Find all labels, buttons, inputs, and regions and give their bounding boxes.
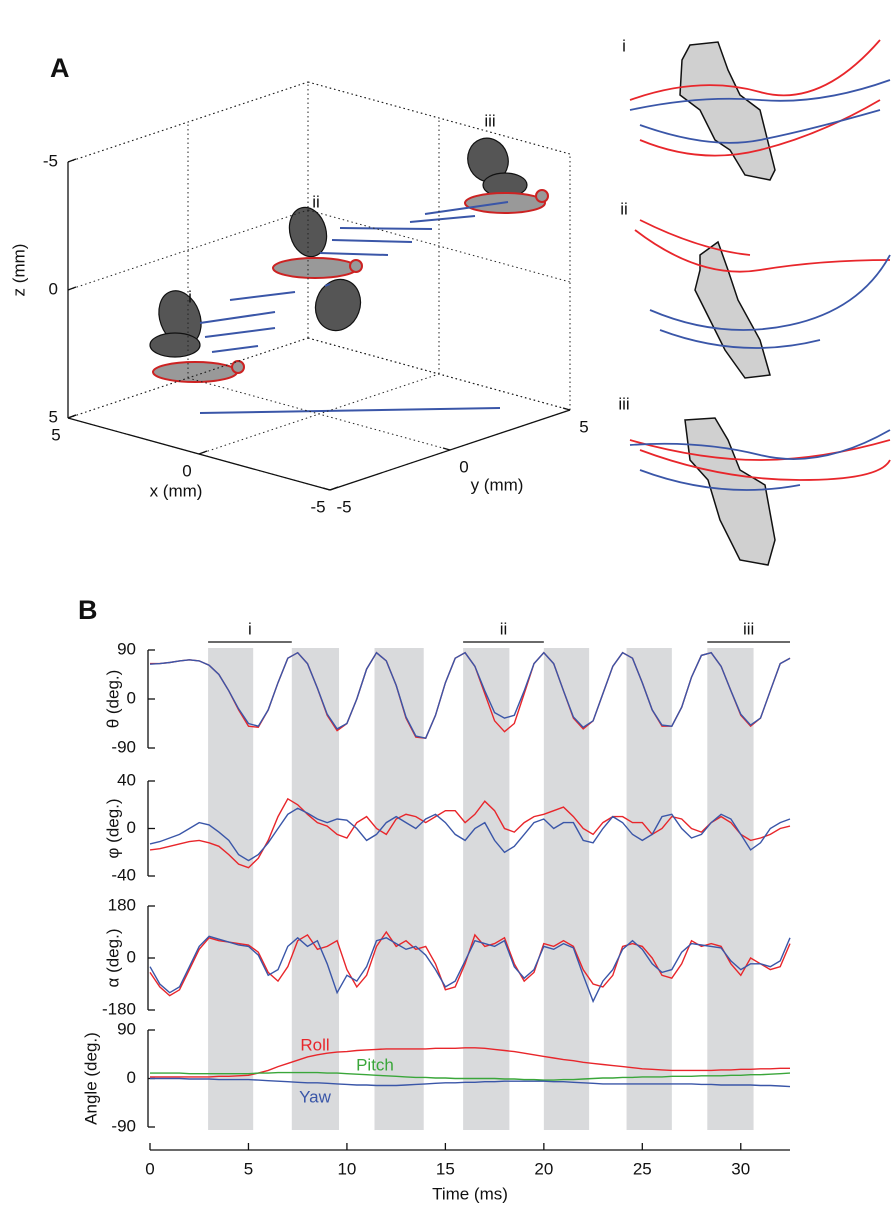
z-tick-label: 0 — [49, 279, 58, 298]
interval-label: iii — [743, 619, 754, 638]
stroke-interval — [543, 648, 590, 1130]
interval-label: ii — [500, 619, 508, 638]
series-label: Yaw — [299, 1087, 332, 1106]
z-axis-label: z (mm) — [9, 244, 28, 297]
tick-mark — [322, 487, 331, 491]
y-tick-label: 0 — [459, 457, 468, 476]
x-tick-label: 10 — [337, 1159, 356, 1178]
grid-line — [67, 81, 309, 163]
y-tick-label: -5 — [336, 497, 351, 516]
inset-label: iii — [618, 394, 629, 413]
x-tick-label: 25 — [633, 1159, 652, 1178]
x-axis-label: Time (ms) — [432, 1184, 508, 1203]
y-tick-label: 0 — [127, 947, 136, 966]
interval-label: i — [248, 619, 252, 638]
grid-line — [307, 337, 571, 411]
y-tick-label: 40 — [117, 770, 136, 789]
series-line — [149, 651, 791, 740]
panel-letter: B — [78, 595, 98, 625]
tick-mark — [442, 447, 451, 451]
x-tick-label: -5 — [310, 497, 325, 516]
stroke-interval — [626, 648, 672, 1130]
y-tick-label: 180 — [108, 895, 136, 914]
stroke-interval — [707, 648, 754, 1130]
stroke-interval — [291, 648, 340, 1130]
wing-kinematics-insets — [629, 39, 891, 566]
series-line — [149, 935, 791, 1004]
y-axis-label: Angle (deg.) — [81, 1032, 100, 1125]
series-label: Roll — [300, 1035, 329, 1054]
stroke-interval — [463, 648, 510, 1130]
y-tick-label: 0 — [127, 818, 136, 837]
x-tick-label: 0 — [145, 1159, 154, 1178]
y-axis-label: φ (deg.) — [103, 798, 122, 858]
y-tick-label: -90 — [111, 737, 136, 756]
z-tick-label: -5 — [43, 151, 58, 170]
y-axis-label: α (deg.) — [103, 929, 122, 988]
y-axis-label: θ (deg.) — [103, 670, 122, 729]
y-tick-label: -90 — [111, 1116, 136, 1135]
panel-letter: A — [50, 53, 70, 83]
stroke-interval — [208, 648, 254, 1130]
tick-mark — [67, 286, 77, 291]
y-tick-label: 90 — [117, 1019, 136, 1038]
fly-illustrations — [149, 137, 549, 414]
y-axis-label: y (mm) — [471, 475, 524, 494]
series-label: Pitch — [356, 1055, 394, 1074]
grid-line — [67, 209, 309, 291]
grid-line — [67, 337, 309, 419]
x-tick-label: 15 — [436, 1159, 455, 1178]
y-tick-label: -180 — [102, 999, 136, 1018]
inset-label: i — [622, 36, 626, 55]
x-tick-label: 20 — [534, 1159, 553, 1178]
x-tick-label: 0 — [182, 461, 191, 480]
tick-mark — [67, 414, 77, 419]
series-line — [150, 1077, 791, 1088]
fly-label: ii — [312, 192, 320, 211]
tick-mark — [562, 407, 571, 411]
tick-mark — [67, 158, 77, 163]
y-tick-label: 90 — [117, 639, 136, 658]
z-tick-label: 5 — [49, 407, 58, 426]
y-tick-label: 5 — [579, 417, 588, 436]
series-line — [149, 807, 791, 862]
series-line — [149, 797, 791, 869]
fly-label: iii — [484, 111, 495, 130]
series-line — [150, 1071, 791, 1081]
inset-label: ii — [620, 199, 628, 218]
x-tick-label: 30 — [731, 1159, 750, 1178]
fly-label: i — [188, 287, 192, 306]
y-tick-label: 0 — [127, 1068, 136, 1087]
y-tick-label: 0 — [127, 688, 136, 707]
tick-mark — [198, 450, 208, 455]
grid-line — [307, 81, 571, 155]
x-tick-label: 5 — [51, 425, 60, 444]
grid-line — [307, 209, 571, 283]
x-tick-label: 5 — [244, 1159, 253, 1178]
y-tick-label: -40 — [111, 865, 136, 884]
x-axis-label: x (mm) — [150, 481, 203, 500]
tick-mark — [329, 486, 339, 491]
grid-line — [198, 373, 440, 455]
